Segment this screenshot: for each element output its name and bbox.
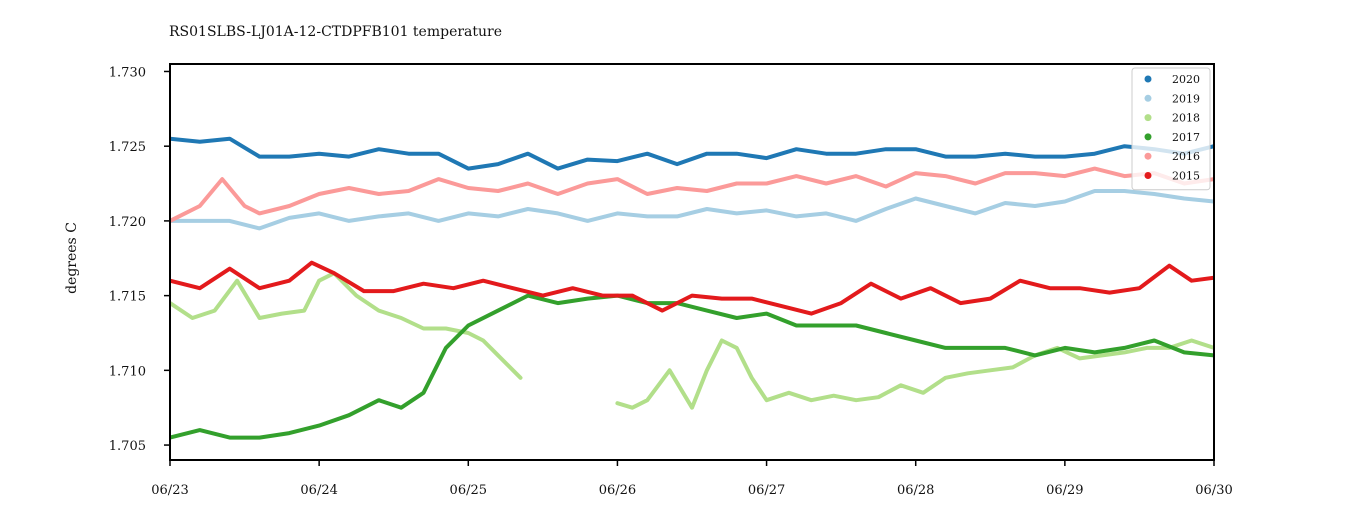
legend-box bbox=[1131, 67, 1211, 191]
plot-area bbox=[170, 136, 1214, 440]
axes-frame bbox=[169, 63, 1215, 461]
legend-marker-2017 bbox=[1144, 133, 1152, 141]
legend-label-2018: 2018 bbox=[1172, 112, 1200, 125]
series-line-2017 bbox=[170, 293, 1214, 440]
x-tick-label: 06/29 bbox=[1046, 483, 1083, 498]
y-tick-label: 1.720 bbox=[109, 215, 146, 230]
x-tick-label: 06/28 bbox=[897, 483, 934, 498]
series-line-2018 bbox=[170, 271, 1214, 410]
series-line-2015 bbox=[170, 260, 1214, 316]
legend: 2020 2019 2018 2017 2016 2015 bbox=[1131, 67, 1211, 191]
legend-marker-2019 bbox=[1144, 94, 1152, 102]
x-axis: 06/23 06/24 06/25 06/26 06/27 06/28 06/29 06/30 bbox=[151, 460, 1233, 498]
legend-label-2015: 2015 bbox=[1172, 170, 1200, 183]
x-tick-label: 06/25 bbox=[450, 483, 487, 498]
legend-label-2016: 2016 bbox=[1172, 150, 1200, 163]
x-tick-label: 06/26 bbox=[599, 483, 636, 498]
y-axis: 1.705 1.710 1.715 1.720 1.725 1.730 bbox=[109, 65, 170, 454]
legend-label-2020: 2020 bbox=[1172, 73, 1200, 86]
legend-marker-2018 bbox=[1144, 114, 1152, 122]
x-tick-label: 06/23 bbox=[151, 483, 188, 498]
legend-label-2017: 2017 bbox=[1172, 131, 1200, 144]
series-line-2019 bbox=[170, 189, 1214, 231]
y-tick-label: 1.715 bbox=[109, 290, 146, 305]
x-tick-label: 06/24 bbox=[300, 483, 337, 498]
x-tick-label: 06/30 bbox=[1195, 483, 1232, 498]
y-tick-label: 1.730 bbox=[109, 65, 146, 80]
y-tick-label: 1.725 bbox=[109, 140, 146, 155]
series-line-2020 bbox=[170, 136, 1214, 171]
y-tick-label: 1.710 bbox=[109, 364, 146, 379]
legend-marker-2016 bbox=[1144, 152, 1152, 160]
series-line-2016 bbox=[170, 166, 1214, 223]
legend-marker-2015 bbox=[1144, 172, 1152, 179]
legend-marker-2020 bbox=[1144, 75, 1152, 83]
legend-label-2019: 2019 bbox=[1172, 92, 1200, 105]
x-tick-label: 06/27 bbox=[748, 483, 785, 498]
chart-title: RS01SLBS-LJ01A-12-CTDPFB101 temperature bbox=[169, 24, 503, 40]
y-tick-label: 1.705 bbox=[109, 439, 146, 454]
